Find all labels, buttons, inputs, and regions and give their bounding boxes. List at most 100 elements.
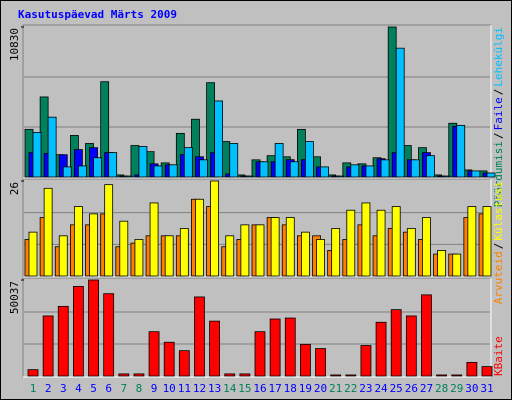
bar (47, 116, 57, 178)
bar (58, 235, 68, 277)
bar (380, 159, 390, 178)
legend: Pöördumisi/Faile/Lehekülgi (492, 27, 505, 207)
bar (436, 374, 448, 377)
bar (422, 217, 431, 277)
bar (270, 217, 280, 277)
bar (299, 343, 311, 377)
y-tick-label: 26 (8, 182, 21, 195)
x-tick-label: 28 (435, 382, 448, 395)
bar (78, 165, 87, 178)
bar (133, 373, 145, 377)
legend-entry: Faile (492, 97, 505, 130)
bar (437, 250, 447, 277)
bar (168, 164, 178, 178)
y-tick-label: 50037 (8, 281, 21, 314)
bar (410, 159, 420, 178)
bar (118, 373, 130, 377)
bar (103, 293, 115, 377)
bar (88, 279, 99, 377)
x-tick-label: 21 (329, 382, 342, 395)
bar (421, 294, 432, 377)
bar (482, 206, 492, 277)
bar (130, 145, 140, 178)
x-tick-label: 18 (284, 382, 297, 395)
legend-separator: / (492, 132, 505, 139)
bar (240, 224, 250, 277)
x-tick-label: 26 (405, 382, 418, 395)
bar (62, 166, 72, 178)
bar (405, 315, 417, 377)
bar (244, 175, 254, 178)
x-tick-label: 11 (178, 382, 191, 395)
bar (390, 309, 402, 377)
bar (229, 143, 239, 178)
bar (138, 146, 148, 178)
bar (315, 348, 326, 377)
bar (486, 172, 496, 178)
bar (289, 161, 299, 178)
legend-separator: / (492, 243, 505, 250)
x-tick-label: 24 (374, 382, 388, 395)
bar (345, 374, 357, 377)
bar (119, 220, 129, 277)
x-tick-label: 29 (450, 382, 463, 395)
bar (134, 239, 144, 277)
bar (285, 217, 295, 277)
x-tick-label: 10 (163, 382, 176, 395)
x-tick-label: 17 (269, 382, 282, 395)
legend-entry: Külastusi (492, 181, 505, 241)
legend: Arvuteid/ Külastusi (492, 181, 505, 304)
x-tick-label: 5 (90, 382, 97, 395)
bar (254, 331, 266, 377)
legend-entry: Pöördumisi (492, 141, 505, 207)
bar (330, 374, 342, 377)
bar (108, 152, 118, 178)
bar (335, 175, 345, 178)
bar (27, 369, 39, 377)
x-tick-label: 9 (151, 382, 158, 395)
bar (179, 228, 189, 277)
bar (391, 206, 401, 277)
bar (164, 235, 174, 277)
legend-separator: / (492, 89, 505, 96)
bar (199, 159, 208, 178)
x-tick-label: 20 (314, 382, 327, 395)
bar (239, 373, 251, 377)
bar (149, 202, 159, 277)
bar (300, 231, 310, 277)
bar (194, 296, 205, 377)
bar (225, 235, 235, 277)
x-tick-label: 12 (193, 382, 206, 395)
x-tick-label: 22 (344, 382, 357, 395)
x-tick-label: 6 (105, 382, 112, 395)
bar (57, 305, 69, 377)
x-tick-label: 7 (120, 382, 127, 395)
x-tick-label: 3 (60, 382, 67, 395)
bar (361, 202, 371, 277)
bar (406, 228, 416, 277)
chart-title: Kasutuspäevad Märts 2009 (18, 8, 177, 21)
bar (376, 209, 386, 277)
bar (224, 373, 236, 377)
bar (451, 374, 463, 377)
bar (350, 164, 360, 178)
bar (148, 331, 160, 377)
x-tick-label: 2 (45, 382, 52, 395)
x-tick-label: 30 (465, 382, 478, 395)
bar (89, 213, 98, 277)
legend: KBaite (492, 336, 505, 376)
bar (441, 175, 451, 178)
bar (28, 231, 38, 277)
x-tick-label: 27 (420, 382, 433, 395)
y-tick-label: 10830 (8, 28, 21, 61)
bar (183, 147, 193, 178)
bar (320, 166, 329, 178)
bar (456, 124, 466, 178)
bar (284, 317, 296, 377)
bar (163, 341, 175, 377)
bar (259, 161, 269, 178)
x-tick-label: 4 (75, 382, 82, 395)
legend-entry: Arvuteid (492, 251, 505, 304)
bar (43, 187, 53, 277)
bar (471, 170, 481, 178)
